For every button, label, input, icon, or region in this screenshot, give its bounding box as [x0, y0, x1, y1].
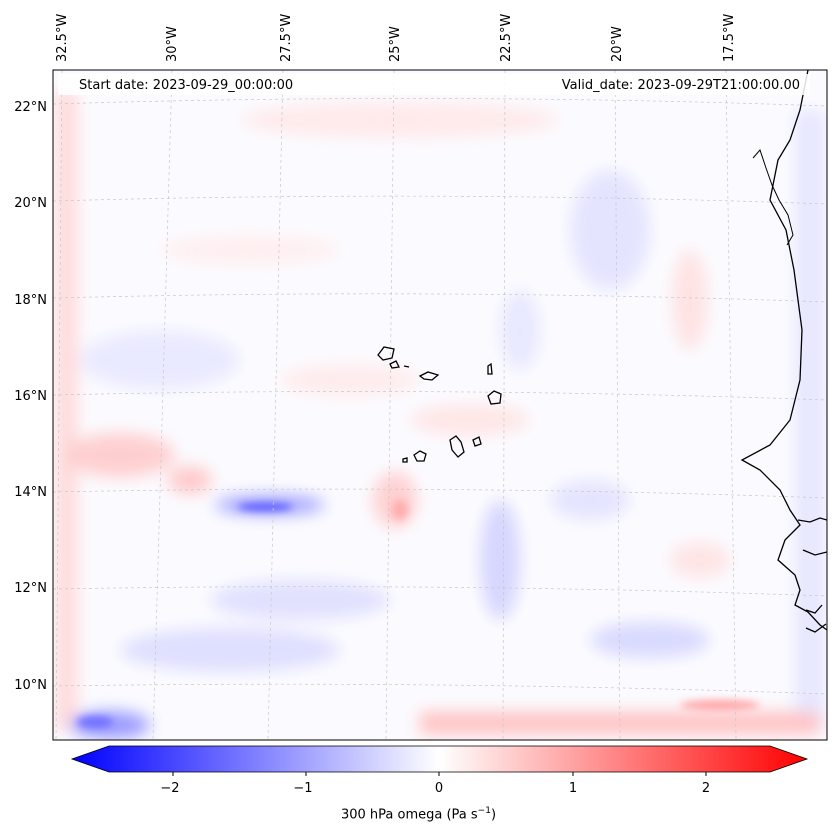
lon-label: 20°W: [610, 26, 625, 62]
islands: [377, 346, 502, 463]
valid-date-label: Valid_date: 2023-09-29T21:00:00.00: [561, 78, 800, 93]
start-date-label: Start date: 2023-09-29_00:00:00: [79, 78, 294, 93]
map-frame: [52, 69, 828, 741]
colorbar-tick: 0: [435, 781, 443, 796]
colorbar-label-exponent: −1: [477, 806, 491, 816]
lat-label: 10°N: [14, 678, 47, 693]
map-panel: [53, 70, 827, 740]
colorbar-body: [70, 745, 809, 773]
colorbar-label: 300 hPa omega (Pa s−1): [0, 806, 837, 822]
colorbar: −2 −1 0 1 2: [70, 745, 809, 796]
lon-label: 25°W: [388, 26, 403, 62]
lat-label: 16°N: [14, 389, 47, 404]
colorbar-tick: −1: [293, 781, 312, 796]
title-band: [58, 74, 810, 95]
lat-label: 22°N: [14, 100, 47, 115]
omega-field: [55, 90, 825, 739]
lon-label: 32.5°W: [55, 14, 70, 62]
lon-label: 22.5°W: [499, 14, 514, 62]
graticule: [53, 70, 827, 740]
colorbar-tick: 1: [569, 781, 577, 796]
lon-label: 27.5°W: [279, 14, 294, 62]
lat-label: 20°N: [14, 196, 47, 211]
longitude-labels: 32.5°W 30°W 27.5°W 25°W 22.5°W 20°W 17.5…: [55, 14, 737, 62]
lat-label: 12°N: [14, 581, 47, 596]
lon-label: 30°W: [165, 26, 180, 62]
colorbar-tick: −2: [160, 781, 179, 796]
lat-label: 18°N: [14, 293, 47, 308]
latitude-labels: 22°N 20°N 18°N 16°N 14°N 12°N 10°N: [14, 100, 47, 693]
coastline: [740, 70, 827, 633]
colorbar-label-end: ): [490, 807, 497, 823]
lat-label: 14°N: [14, 485, 47, 500]
colorbar-label-main: 300 hPa omega (Pa s: [340, 807, 478, 823]
lon-label: 17.5°W: [722, 14, 737, 62]
colorbar-tick: 2: [702, 781, 710, 796]
